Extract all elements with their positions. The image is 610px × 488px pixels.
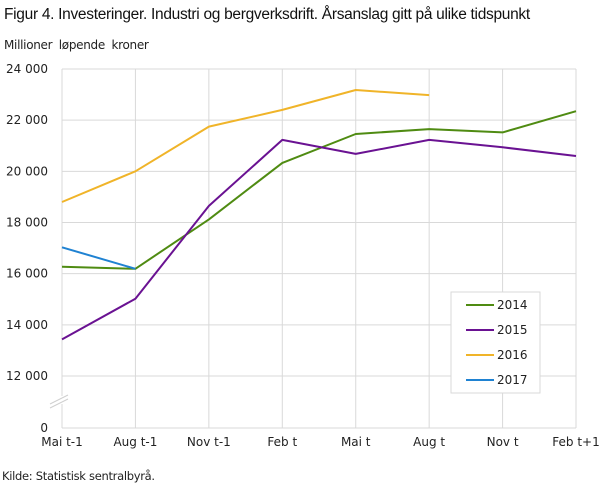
y-tick-label: 16 000 bbox=[6, 267, 48, 281]
series-line-2015 bbox=[61, 138, 577, 341]
x-tick-label: Aug t bbox=[413, 435, 445, 449]
svg-text:2014: 2014 bbox=[497, 298, 528, 312]
legend-item-2016: 2016 bbox=[466, 348, 528, 362]
legend: 2014 2015 2016 2017 bbox=[450, 291, 541, 394]
series-line-2014 bbox=[61, 110, 577, 270]
x-tick-label: Nov t bbox=[487, 435, 519, 449]
axis-break-icon bbox=[49, 394, 69, 409]
y-tick-label: 20 000 bbox=[6, 164, 48, 178]
x-axis-ticks: Mai t-1 Aug t-1 Nov t-1 Feb t Mai t Aug t Nov … bbox=[41, 435, 600, 449]
series-line-2016 bbox=[61, 89, 430, 203]
svg-text:2016: 2016 bbox=[497, 348, 528, 362]
x-tick-label: Feb t bbox=[267, 435, 297, 449]
line-chart: 0 12 000 14 000 16 000 18 000 20 000 22 000 24 … bbox=[6, 62, 600, 449]
y-axis-ticks: 0 12 000 14 000 16 000 18 000 20 000 22 000 24 … bbox=[6, 62, 48, 435]
legend-item-2017: 2017 bbox=[466, 373, 528, 387]
source-note: Kilde: Statistisk sentralbyrå. bbox=[2, 469, 155, 483]
x-tick-label: Nov t-1 bbox=[187, 435, 231, 449]
svg-text:2017: 2017 bbox=[497, 373, 528, 387]
y-tick-label: 14 000 bbox=[6, 318, 48, 332]
legend-item-2015: 2015 bbox=[466, 323, 528, 337]
y-tick-label: 0 bbox=[40, 421, 48, 435]
y-tick-label: 24 000 bbox=[6, 62, 48, 76]
x-tick-label: Feb t+1 bbox=[552, 435, 599, 449]
y-tick-label: 22 000 bbox=[6, 113, 48, 127]
x-tick-label: Mai t-1 bbox=[41, 435, 83, 449]
series-lines bbox=[61, 89, 577, 341]
legend-item-2014: 2014 bbox=[466, 298, 528, 312]
x-tick-label: Mai t bbox=[341, 435, 371, 449]
y-axis-label: Millioner løpende kroner bbox=[4, 38, 149, 52]
x-tick-label: Aug t-1 bbox=[113, 435, 157, 449]
chart-title: Figur 4. Investeringer. Industri og berg… bbox=[4, 6, 530, 23]
y-tick-label: 18 000 bbox=[6, 216, 48, 230]
series-line-2017 bbox=[61, 246, 136, 270]
y-tick-label: 12 000 bbox=[6, 369, 48, 383]
svg-text:2015: 2015 bbox=[497, 323, 528, 337]
